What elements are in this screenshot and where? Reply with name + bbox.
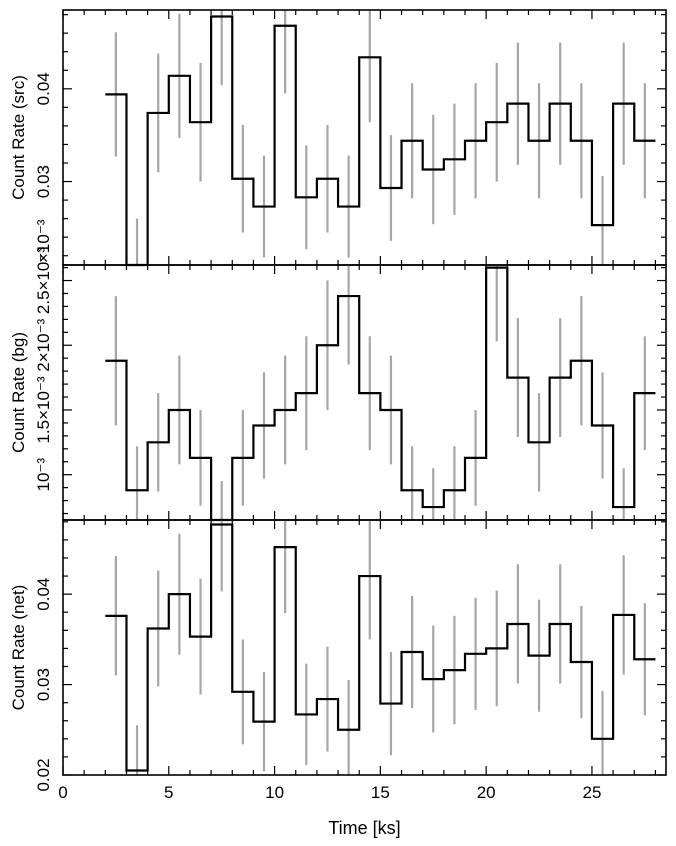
y-axis-title: Count Rate (net) (9, 585, 28, 711)
panel-1: 0.03 0.04 ×10⁻³ Count Rate (src) (9, 9, 667, 267)
y-tick-label: 10⁻³ (34, 458, 53, 492)
panel-2: 10⁻³ 1.5×10⁻³ 2×10⁻³ 2.5×10⁻³ Count Rate (bg… (9, 247, 667, 522)
series-step-line (105, 266, 656, 522)
y-tick-label: 2×10⁻³ (34, 318, 53, 371)
series-step-line (105, 523, 656, 772)
plot-frame (62, 9, 667, 266)
x-tick-label: 15 (371, 783, 390, 802)
y-tick-label: 0.03 (34, 668, 53, 701)
y-axis-title: Count Rate (src) (9, 75, 28, 200)
y-axis-title: Count Rate (bg) (9, 332, 28, 453)
plot-frame (62, 519, 667, 776)
panel-3: 0.02 0.03 0.04 Count Rate (net) 0 5 10 15 20 25 Ti… (9, 519, 667, 838)
y-tick-label: 0.02 (34, 758, 53, 791)
x-tick-label: 0 (58, 783, 67, 802)
x-tick-label: 5 (164, 783, 173, 802)
series-step-line (105, 15, 656, 267)
y-tick-label: 0.04 (34, 578, 53, 611)
y-tick-label: 2.5×10⁻³ (34, 247, 53, 314)
x-tick-label: 10 (265, 783, 284, 802)
x-axis-title: Time [ks] (328, 818, 400, 838)
x-tick-label: 20 (477, 783, 496, 802)
x-tick-label: 25 (582, 783, 601, 802)
y-offset-label: ×10⁻³ (34, 219, 53, 263)
y-tick-label: 0.04 (34, 72, 53, 105)
y-tick-label: 0.03 (34, 165, 53, 198)
y-tick-label: 1.5×10⁻³ (34, 376, 53, 443)
